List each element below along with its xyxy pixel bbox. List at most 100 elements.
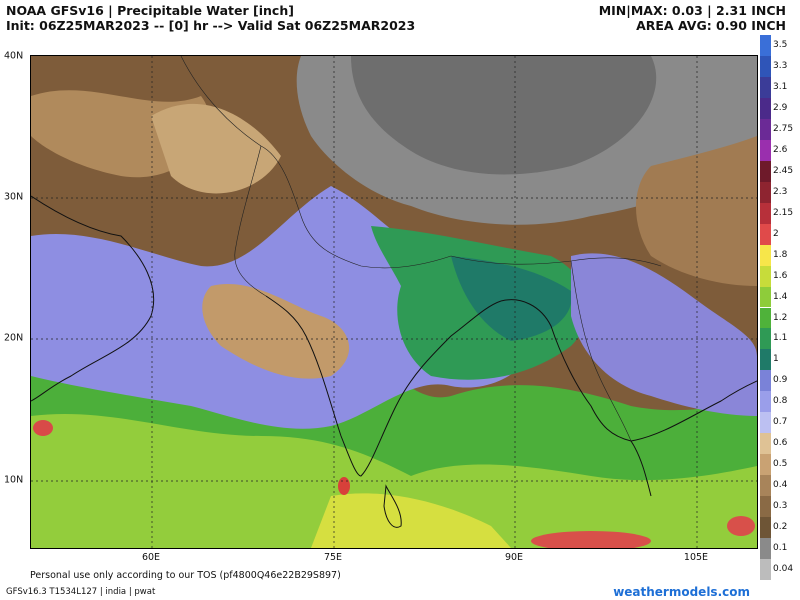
legend-swatch: [760, 538, 771, 560]
plateau-dark-field: [351, 56, 657, 175]
ocean-lightgreen-field: [31, 413, 757, 548]
legend-swatch: [760, 412, 771, 434]
map-title: NOAA GFSv16 | Precipitable Water [inch]: [6, 3, 294, 18]
legend-entry: 0.2: [760, 517, 798, 539]
ocean-yellow-field: [311, 493, 511, 548]
red-spot-4: [727, 516, 755, 536]
tos-notice: Personal use only according to our TOS (…: [30, 570, 341, 581]
init-time: Init: 06Z25MAR2023 -- [0] hr --> Valid S…: [6, 18, 416, 33]
legend-label: 2.6: [773, 144, 788, 155]
legend-entry: 0.5: [760, 454, 798, 476]
legend-entry: 1.2: [760, 307, 798, 329]
legend-swatch: [760, 433, 771, 455]
india-dry-patch: [202, 283, 350, 379]
legend-entry: 2.75: [760, 118, 798, 140]
bay-teal-field: [451, 256, 572, 341]
legend-entry: 2.45: [760, 160, 798, 182]
legend-label: 2.15: [773, 207, 794, 218]
legend-swatch: [760, 181, 771, 203]
legend-label: 0.4: [773, 480, 788, 491]
legend-entry: 0.04: [760, 559, 798, 580]
legend-entry: 0.3: [760, 496, 798, 518]
legend-label: 0.3: [773, 501, 788, 512]
legend-label: 2.3: [773, 186, 788, 197]
red-spot-3: [531, 531, 651, 548]
lon-label-105e: 105E: [683, 552, 709, 563]
legend-label: 1: [773, 354, 779, 365]
legend-swatch: [760, 349, 771, 371]
legend-label: 1.8: [773, 249, 788, 260]
map-header-right: MIN|MAX: 0.03 | 2.31 INCH AREA AVG: 0.90…: [599, 3, 786, 33]
legend-entry: 1.6: [760, 265, 798, 287]
legend-swatch: [760, 286, 771, 308]
legend-swatch: [760, 454, 771, 476]
legend-swatch: [760, 370, 771, 392]
country-borders: [180, 56, 662, 442]
lat-label-40n: 40N: [4, 50, 24, 62]
se-asia-lavender-field: [571, 253, 757, 416]
legend-label: 0.5: [773, 459, 788, 470]
legend-entry: 3.3: [760, 55, 798, 77]
legend-label: 0.04: [773, 564, 794, 575]
graticule: [31, 56, 757, 548]
legend-label: 2: [773, 228, 779, 239]
legend-label: 2.9: [773, 102, 788, 113]
legend-swatch: [760, 35, 771, 56]
legend-entry: 0.4: [760, 475, 798, 497]
legend-swatch: [760, 496, 771, 518]
lat-label-10n: 10N: [4, 474, 24, 486]
min-max-readout: MIN|MAX: 0.03 | 2.31 INCH: [598, 3, 786, 18]
map-header-left: NOAA GFSv16 | Precipitable Water [inch] …: [6, 3, 415, 33]
legend-entry: 2: [760, 223, 798, 245]
legend-label: 0.2: [773, 522, 788, 533]
legend-swatch: [760, 223, 771, 245]
precipitable-water-map: [30, 55, 758, 549]
legend-entry: 0.9: [760, 370, 798, 392]
legend-entry: 2.9: [760, 97, 798, 119]
legend-entry: 2.15: [760, 202, 798, 224]
red-spot-1: [33, 420, 53, 436]
legend-label: 3.3: [773, 60, 788, 71]
legend-label: 2.75: [773, 123, 794, 134]
legend-label: 3.1: [773, 81, 788, 92]
lon-label-90e: 90E: [504, 552, 524, 563]
legend-entry: 1: [760, 349, 798, 371]
map-field: [31, 56, 757, 548]
legend-label: 0.8: [773, 396, 788, 407]
legend-swatch: [760, 97, 771, 119]
legend-swatch: [760, 391, 771, 413]
lon-label-60e: 60E: [141, 552, 161, 563]
area-average-readout: AREA AVG: 0.90 INCH: [636, 18, 786, 33]
legend-entry: 3.5: [760, 35, 798, 56]
legend-swatch: [760, 139, 771, 161]
legend-entry: 0.8: [760, 391, 798, 413]
legend-entry: 3.1: [760, 76, 798, 98]
legend-swatch: [760, 76, 771, 98]
legend-label: 1.4: [773, 291, 788, 302]
legend-label: 1.6: [773, 270, 788, 281]
model-info: GFSv16.3 T1534L127 | india | pwat: [6, 587, 156, 597]
legend-swatch: [760, 475, 771, 497]
legend-swatch: [760, 202, 771, 224]
legend-label: 0.6: [773, 438, 788, 449]
legend-swatch: [760, 55, 771, 77]
lat-label-30n: 30N: [4, 191, 24, 203]
legend-swatch: [760, 118, 771, 140]
legend-swatch: [760, 559, 771, 580]
legend-entry: 0.7: [760, 412, 798, 434]
color-scale-legend: 3.5 3.3 3.1 2.9 2.75 2.6 2.45 2.3 2.15 2 1.8 1.6 1.4…: [760, 35, 798, 580]
legend-swatch: [760, 307, 771, 329]
legend-entry: 2.6: [760, 139, 798, 161]
legend-swatch: [760, 265, 771, 287]
lon-label-75e: 75E: [323, 552, 343, 563]
brand-link[interactable]: weathermodels.com: [613, 585, 750, 599]
legend-entry: 0.1: [760, 538, 798, 560]
legend-swatch: [760, 244, 771, 266]
legend-swatch: [760, 160, 771, 182]
legend-entry: 2.3: [760, 181, 798, 203]
legend-label: 3.5: [773, 40, 788, 50]
legend-label: 2.45: [773, 165, 794, 176]
legend-label: 0.1: [773, 543, 788, 554]
legend-label: 0.7: [773, 417, 788, 428]
legend-entry: 1.1: [760, 328, 798, 350]
